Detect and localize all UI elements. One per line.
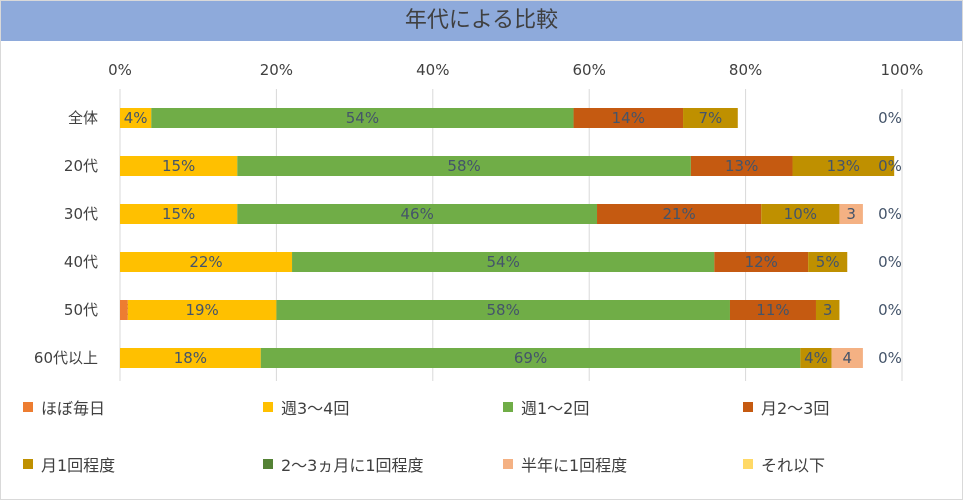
data-label-週1〜2回-60代以上: 69% [514,349,547,367]
data-label-それ以下-30代: 0% [878,205,902,223]
bar-週3〜4回-60代以上 [120,348,261,368]
bar-月1回程度-全体 [683,108,738,128]
data-label-週1〜2回-20代: 58% [447,157,480,175]
x-tick-label-0: 0% [108,61,132,79]
bar-半年に1回程度-60代以上 [831,348,863,368]
category-label-20代: 20代 [64,157,98,175]
bar-月2〜3回-30代 [597,204,762,224]
data-label-週3〜4回-60代以上: 18% [174,349,207,367]
x-tick-label-3: 60% [573,61,606,79]
data-label-週3〜4回-40代: 22% [189,253,222,271]
data-label-週3〜4回-20代: 15% [162,157,195,175]
bar-週1〜2回-40代 [292,252,715,272]
bar-月1回程度-50代 [815,300,840,320]
data-label-週3〜4回-全体: 4% [124,109,148,127]
data-label-月1回程度-全体: 7% [699,109,723,127]
bar-月1回程度-40代 [808,252,848,272]
data-label-月2〜3回-40代: 12% [745,253,778,271]
x-tick-label-5: 100% [881,61,924,79]
data-label-月2〜3回-50代: 11% [756,301,789,319]
x-tick-label-4: 80% [729,61,762,79]
bar-月2〜3回-40代 [714,252,809,272]
data-label-月2〜3回-20代: 13% [725,157,758,175]
data-label-それ以下-60代以上: 0% [878,349,902,367]
bar-週3〜4回-30代 [120,204,238,224]
bar-月2〜3回-全体 [573,108,684,128]
category-label-全体: 全体 [68,109,98,127]
data-label-週1〜2回-50代: 58% [487,301,520,319]
bar-月2〜3回-50代 [729,300,816,320]
data-label-月1回程度-20代: 13% [827,157,860,175]
data-label-それ以下-20代: 0% [878,157,902,175]
bar-週1〜2回-30代 [237,204,598,224]
category-label-60代以上: 60代以上 [34,349,98,367]
data-label-週1〜2回-40代: 54% [487,253,520,271]
data-label-それ以下-全体: 0% [878,109,902,127]
x-tick-label-2: 40% [416,61,449,79]
data-label-週1〜2回-30代: 46% [400,205,433,223]
category-label-30代: 30代 [64,205,98,223]
data-label-月2〜3回-全体: 14% [612,109,645,127]
chart-title: 年代による比較 [404,8,559,33]
bar-月1回程度-30代 [761,204,840,224]
data-label-週1〜2回-全体: 54% [346,109,379,127]
bar-週3〜4回-50代 [127,300,277,320]
data-label-月2〜3回-30代: 21% [662,205,695,223]
data-label-月1回程度-60代以上: 4% [804,349,828,367]
bar-週3〜4回-20代 [120,156,238,176]
x-tick-label-1: 20% [260,61,293,79]
data-label-それ以下-40代: 0% [878,253,902,271]
data-label-週3〜4回-30代: 15% [162,205,195,223]
bar-ほぼ毎日-50代 [120,300,128,320]
data-label-月1回程度-50代: 3 [823,301,833,319]
bar-週1〜2回-50代 [276,300,730,320]
category-label-50代: 50代 [64,301,98,319]
bar-週1〜2回-60代以上 [260,348,801,368]
bar-週1〜2回-20代 [237,156,691,176]
category-label-40代: 40代 [64,253,98,271]
bar-半年に1回程度-30代 [839,204,863,224]
bar-週3〜4回-40代 [120,252,293,272]
bar-月1回程度-20代 [792,156,895,176]
data-label-月1回程度-30代: 10% [784,205,817,223]
data-label-それ以下-50代: 0% [878,301,902,319]
bar-週1〜2回-全体 [151,108,574,128]
bar-月2〜3回-20代 [690,156,793,176]
bar-週3〜4回-全体 [120,108,152,128]
bar-月1回程度-60代以上 [800,348,832,368]
title-bar [1,1,962,41]
data-label-半年に1回程度-30代: 3 [846,205,856,223]
data-label-半年に1回程度-60代以上: 4 [842,349,852,367]
data-label-週3〜4回-50代: 19% [185,301,218,319]
data-label-月1回程度-40代: 5% [816,253,840,271]
